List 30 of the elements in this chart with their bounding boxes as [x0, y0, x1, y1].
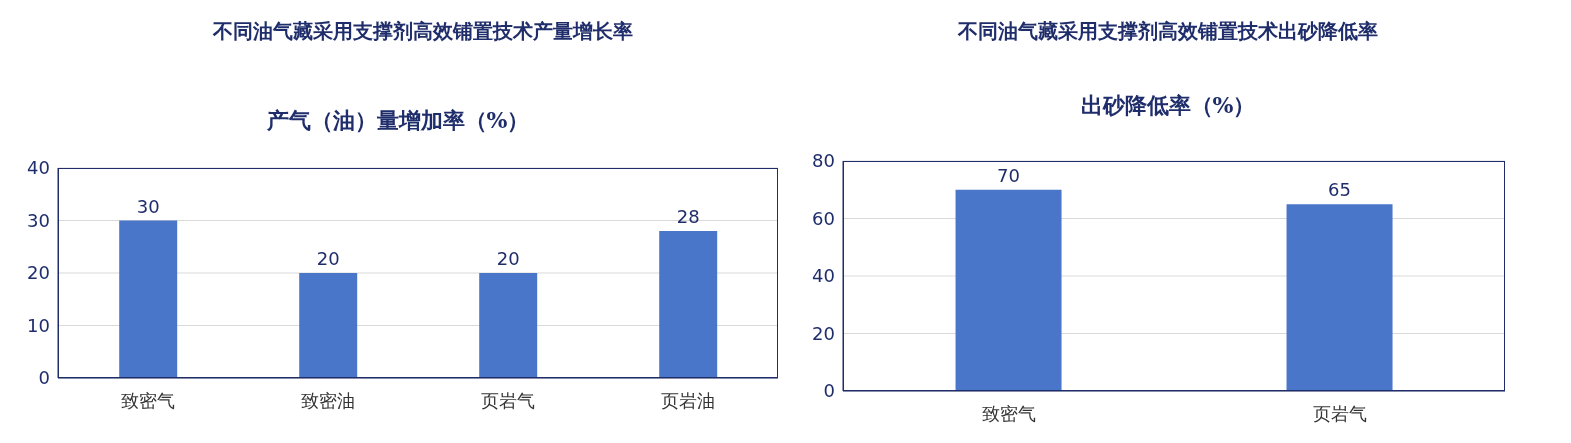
y-tick-label: 0 [823, 380, 835, 402]
data-label: 30 [136, 195, 160, 217]
y-tick-label: 40 [27, 157, 50, 179]
y-tick-label: 80 [812, 150, 835, 172]
x-tick-label: 页岩气 [1312, 402, 1367, 424]
bar [479, 273, 538, 378]
data-label: 20 [496, 248, 520, 269]
chart-title: 不同油气藏采用支撑剂高效铺置技术产量增长率 [213, 18, 633, 45]
chart-title: 不同油气藏采用支撑剂高效铺置技术出砂降低率 [958, 18, 1378, 45]
y-tick-label: 0 [38, 367, 50, 389]
y-tick-label: 20 [812, 322, 835, 344]
chart-subtitle: 出砂降低率（%） [1080, 91, 1256, 120]
data-label: 65 [1328, 179, 1351, 201]
x-tick-label: 致密气 [981, 402, 1036, 424]
bar [659, 231, 718, 378]
y-tick-label: 30 [27, 209, 50, 231]
data-label: 70 [997, 164, 1020, 186]
y-tick-label: 40 [812, 265, 835, 287]
data-label: 28 [676, 206, 700, 227]
chart-subtitle: 产气（油）量增加率（%） [266, 106, 530, 135]
y-tick-label: 20 [27, 262, 50, 284]
bar [299, 273, 358, 378]
bar [119, 220, 178, 378]
y-tick-label: 10 [27, 314, 50, 336]
x-tick-label: 致密油 [301, 389, 355, 411]
y-tick-label: 60 [812, 207, 835, 229]
x-tick-label: 页岩油 [661, 389, 715, 411]
x-tick-label: 致密气 [121, 389, 175, 411]
x-tick-label: 页岩气 [481, 389, 535, 411]
data-label: 20 [316, 248, 340, 269]
